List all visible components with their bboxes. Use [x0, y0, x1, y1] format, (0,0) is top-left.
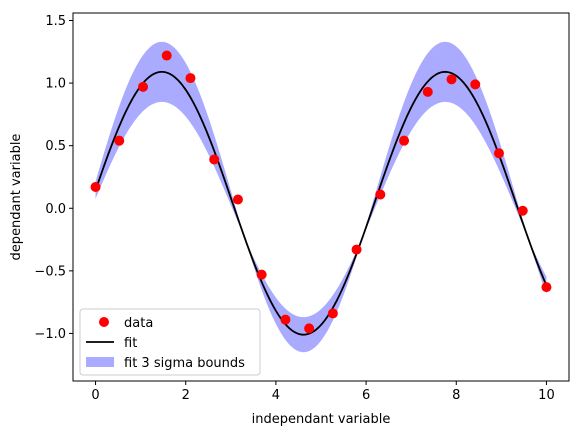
data-point: [422, 86, 433, 97]
data-point: [541, 282, 552, 293]
y-tick-label: 0.0: [45, 202, 66, 217]
data-point: [280, 314, 291, 325]
data-point: [185, 73, 196, 84]
legend-label-data: data: [124, 316, 153, 331]
axes-frame: [72, 12, 570, 382]
y-tick-label: 1.5: [45, 14, 66, 29]
data-point: [304, 323, 315, 334]
legend-label-fit: fit: [124, 336, 137, 351]
data-point: [375, 189, 386, 200]
x-tick-label: 4: [272, 388, 280, 403]
data-point: [232, 194, 243, 205]
data-point: [161, 50, 172, 61]
sigma-band: [95, 41, 547, 353]
fit-line: [94, 70, 548, 336]
data-point: [138, 81, 149, 92]
y-tick-label: −0.5: [34, 264, 66, 279]
y-tick-label: 0.5: [45, 139, 66, 154]
data-point: [517, 205, 528, 216]
legend-marker-band: [86, 357, 114, 367]
legend-label-band: fit 3 sigma bounds: [124, 356, 245, 371]
data-point: [493, 148, 504, 159]
x-axis-label: independant variable: [252, 412, 391, 427]
legend: data fit fit 3 sigma bounds: [79, 308, 261, 376]
x-tick-label: 2: [182, 388, 190, 403]
legend-box: [79, 308, 261, 376]
y-axis-label: dependant variable: [9, 134, 24, 261]
y-tick-label: 1.0: [45, 77, 66, 92]
data-point: [351, 244, 362, 255]
plot-area: [90, 41, 552, 353]
data-point: [327, 308, 338, 319]
ticks: 0 2 4 6 8 10 −1.0 −0.5 0.0 0.5 1.0 1.5: [34, 14, 554, 403]
data-point: [90, 181, 101, 192]
x-tick-label: 6: [362, 388, 370, 403]
x-tick-label: 8: [452, 388, 460, 403]
y-tick-label: −1.0: [34, 327, 66, 342]
data-point: [399, 135, 410, 146]
data-point: [470, 79, 481, 90]
data-point: [114, 135, 125, 146]
x-tick-label: 10: [538, 388, 555, 403]
data-point: [209, 154, 220, 165]
data-point: [256, 269, 267, 280]
data-point: [446, 74, 457, 85]
legend-marker-data: [99, 317, 109, 327]
x-tick-label: 0: [91, 388, 99, 403]
